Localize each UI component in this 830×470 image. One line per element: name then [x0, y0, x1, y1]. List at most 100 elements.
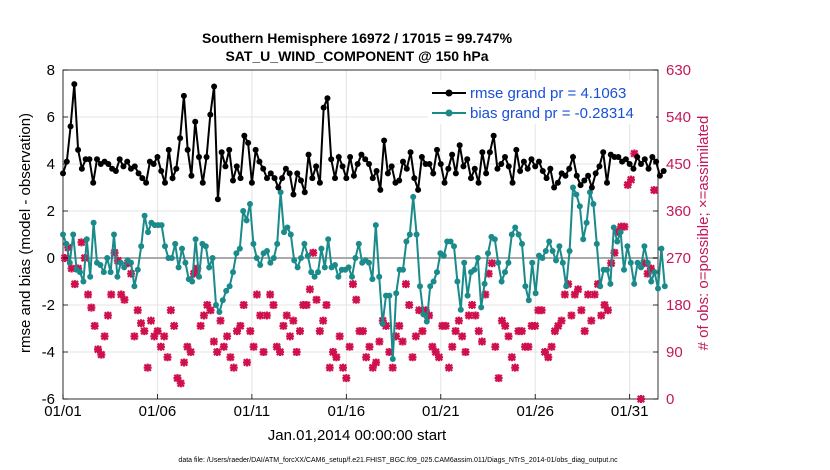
obs-count-marker	[239, 301, 248, 309]
bias-point	[597, 283, 604, 290]
bias-point	[532, 290, 539, 297]
bias-point	[573, 191, 580, 198]
rmse-point	[445, 165, 452, 172]
obs-count-marker	[84, 290, 93, 299]
bias-point	[376, 273, 383, 280]
rmse-point	[290, 191, 297, 198]
right-tick-label: 450	[666, 156, 691, 173]
obs-count-marker	[236, 321, 245, 330]
rmse-point	[622, 156, 629, 163]
rmse-point	[400, 158, 406, 165]
x-tick-label: 01/11	[234, 403, 270, 420]
obs-count-marker	[587, 316, 596, 325]
obs-count-marker	[398, 337, 407, 346]
rmse-point	[282, 165, 289, 172]
bias-point	[614, 238, 621, 245]
obs-count-marker	[454, 316, 463, 325]
chart-title-line2: SAT_U_WIND_COMPONENT @ 150 hPa	[225, 48, 488, 64]
bias-point	[230, 269, 236, 276]
bias-point	[539, 255, 546, 261]
rmse-point	[264, 175, 270, 182]
bias-point	[281, 229, 287, 236]
rmse-point	[615, 153, 622, 160]
obs-count-marker	[216, 316, 225, 325]
rmse-point	[67, 123, 74, 130]
bias-point	[553, 257, 559, 264]
obs-count-marker	[560, 290, 569, 299]
bias-point	[410, 193, 417, 200]
rmse-point	[581, 177, 588, 184]
rmse-point	[437, 161, 444, 167]
bias-point	[403, 238, 410, 245]
obs-count-marker	[494, 374, 503, 383]
bias-point	[90, 219, 97, 226]
bias-point	[610, 224, 617, 231]
rmse-point	[169, 175, 176, 182]
rmse-point	[286, 170, 293, 177]
rmse-point	[139, 175, 146, 182]
rmse-point	[347, 153, 354, 160]
bias-point	[335, 273, 342, 280]
bias-point	[332, 262, 338, 269]
bias-point	[638, 264, 644, 271]
obs-count-marker	[190, 269, 199, 278]
obs-count-marker	[501, 321, 510, 330]
obs-count-marker	[441, 321, 450, 330]
bias-point	[247, 200, 253, 207]
rmse-point	[362, 156, 369, 163]
rmse-point	[475, 179, 482, 186]
bias-point	[604, 266, 610, 273]
obs-count-marker	[113, 256, 122, 265]
bias-point	[641, 243, 648, 250]
obs-count-marker	[623, 180, 632, 189]
obs-count-marker	[567, 311, 576, 320]
obs-count-marker	[322, 301, 331, 309]
obs-count-marker	[444, 363, 453, 372]
obs-count-marker	[203, 301, 212, 309]
rmse-point	[60, 170, 66, 177]
obs-count-marker	[223, 332, 232, 341]
rmse-point	[596, 163, 603, 170]
obs-count-marker	[511, 363, 520, 372]
rmse-point	[358, 151, 365, 158]
rmse-point	[600, 149, 607, 156]
obs-count-marker	[282, 311, 291, 320]
rmse-point	[162, 179, 168, 186]
bias-point	[128, 259, 134, 266]
rmse-point	[256, 158, 263, 165]
bias-point	[481, 280, 488, 287]
rmse-point	[551, 184, 558, 191]
bias-point	[240, 208, 247, 214]
obs-count-marker	[93, 345, 102, 354]
bias-point	[661, 283, 668, 290]
rmse-point	[316, 179, 323, 186]
bias-point	[162, 243, 168, 250]
obs-count-marker	[160, 332, 169, 341]
bias-point	[145, 229, 151, 236]
left-tick-label: 6	[47, 109, 55, 126]
bias-point	[607, 280, 614, 287]
bias-point	[464, 292, 471, 299]
bias-point	[587, 189, 593, 196]
obs-count-marker	[620, 222, 629, 231]
obs-count-marker	[143, 363, 152, 372]
rmse-point	[604, 179, 610, 186]
obs-count-marker	[213, 348, 222, 356]
bias-point	[369, 276, 376, 283]
bias-point	[233, 250, 240, 257]
rmse-point	[192, 118, 199, 125]
bias-point	[138, 243, 145, 250]
rmse-point	[260, 165, 267, 172]
bias-point	[529, 259, 536, 266]
obs-count-marker	[597, 311, 606, 320]
rmse-point	[211, 83, 218, 90]
bias-point	[502, 269, 508, 276]
obs-count-marker	[593, 280, 602, 289]
bias-point	[172, 240, 179, 247]
rmse-point	[94, 156, 100, 163]
bias-point	[206, 264, 213, 271]
bias-point	[389, 356, 396, 363]
obs-count-marker	[127, 269, 136, 278]
rmse-point	[452, 170, 459, 177]
obs-count-marker	[584, 290, 593, 299]
